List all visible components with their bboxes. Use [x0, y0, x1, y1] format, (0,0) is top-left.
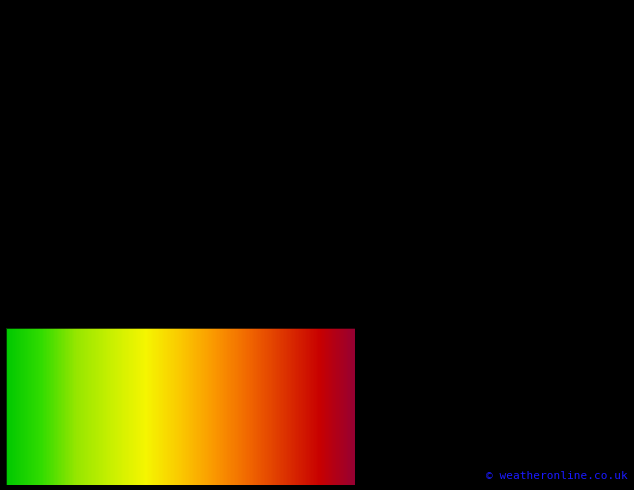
Text: © weatheronline.co.uk: © weatheronline.co.uk: [486, 471, 628, 481]
Text: Th 30-05-2024 12:00 UTC (12+72): Th 30-05-2024 12:00 UTC (12+72): [380, 436, 601, 449]
Text: Temperature 2m Spread mean+σ [°C] ECMWF: Temperature 2m Spread mean+σ [°C] ECMWF: [6, 436, 284, 449]
